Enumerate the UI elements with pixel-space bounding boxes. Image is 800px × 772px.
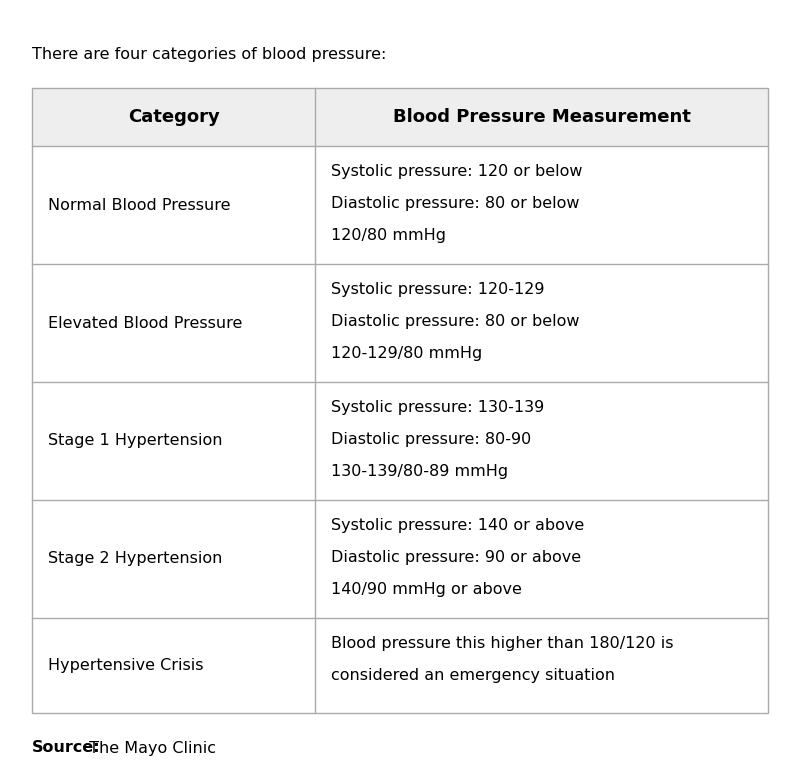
Text: Systolic pressure: 120-129: Systolic pressure: 120-129 — [331, 282, 545, 297]
Bar — [32, 618, 768, 713]
Bar — [32, 146, 768, 264]
Text: Elevated Blood Pressure: Elevated Blood Pressure — [48, 316, 242, 330]
Text: Systolic pressure: 140 or above: Systolic pressure: 140 or above — [331, 518, 585, 533]
Text: Diastolic pressure: 80 or below: Diastolic pressure: 80 or below — [331, 196, 580, 211]
Text: 120-129/80 mmHg: 120-129/80 mmHg — [331, 346, 482, 361]
Bar — [32, 500, 768, 618]
Text: Normal Blood Pressure: Normal Blood Pressure — [48, 198, 230, 212]
Text: 120/80 mmHg: 120/80 mmHg — [331, 228, 446, 243]
Text: Stage 2 Hypertension: Stage 2 Hypertension — [48, 551, 222, 567]
Bar — [32, 264, 768, 382]
Text: Diastolic pressure: 90 or above: Diastolic pressure: 90 or above — [331, 550, 582, 565]
Text: There are four categories of blood pressure:: There are four categories of blood press… — [32, 48, 386, 63]
Text: Blood pressure this higher than 180/120 is: Blood pressure this higher than 180/120 … — [331, 636, 674, 651]
Text: The Mayo Clinic: The Mayo Clinic — [84, 740, 216, 756]
Text: Source:: Source: — [32, 740, 101, 756]
Text: 130-139/80-89 mmHg: 130-139/80-89 mmHg — [331, 464, 509, 479]
Text: considered an emergency situation: considered an emergency situation — [331, 668, 615, 683]
Bar — [32, 88, 768, 146]
Text: Stage 1 Hypertension: Stage 1 Hypertension — [48, 434, 222, 449]
Text: Diastolic pressure: 80 or below: Diastolic pressure: 80 or below — [331, 314, 580, 329]
Text: 140/90 mmHg or above: 140/90 mmHg or above — [331, 582, 522, 597]
Text: Blood Pressure Measurement: Blood Pressure Measurement — [393, 108, 690, 126]
Text: Systolic pressure: 120 or below: Systolic pressure: 120 or below — [331, 164, 583, 179]
Text: Diastolic pressure: 80-90: Diastolic pressure: 80-90 — [331, 432, 532, 447]
Bar — [32, 88, 768, 713]
Text: Systolic pressure: 130-139: Systolic pressure: 130-139 — [331, 400, 545, 415]
Bar — [32, 382, 768, 500]
Text: Category: Category — [128, 108, 219, 126]
Text: Hypertensive Crisis: Hypertensive Crisis — [48, 658, 203, 673]
